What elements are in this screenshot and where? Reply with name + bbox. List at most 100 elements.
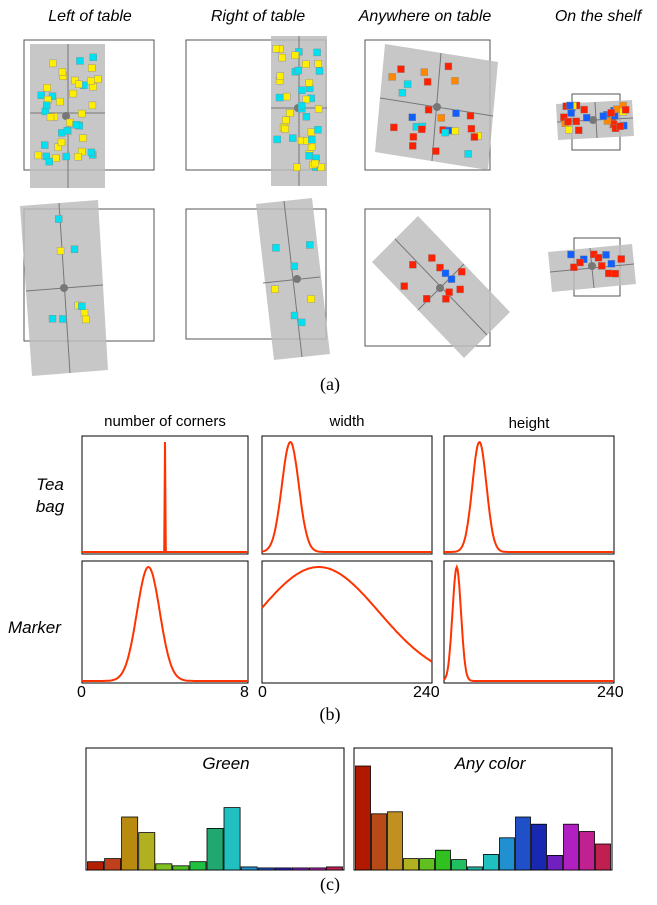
object-marker [432, 147, 440, 155]
object-marker [567, 250, 575, 259]
object-marker [291, 51, 299, 59]
tick-corners-min: 0 [77, 684, 86, 701]
object-marker [617, 255, 625, 263]
object-marker [75, 80, 83, 89]
object-marker [306, 241, 314, 249]
hist-bar-green [325, 866, 343, 871]
object-marker [273, 135, 281, 144]
object-marker [409, 133, 418, 141]
object-marker [57, 138, 66, 147]
object-marker [451, 127, 459, 135]
panel-label-c: (c) [320, 874, 340, 894]
hist-bar-green [308, 867, 326, 871]
tick-width-max: 240 [413, 684, 440, 701]
hist-bar-green [274, 867, 292, 871]
object-marker [317, 163, 325, 172]
tick-height-max: 240 [597, 684, 624, 701]
col-title-anywhere-on-table: Anywhere on table [358, 8, 492, 25]
object-marker [43, 83, 51, 92]
object-marker [428, 254, 436, 262]
object-marker [283, 92, 291, 101]
object-marker [46, 113, 55, 121]
object-marker [41, 141, 49, 149]
object-marker [611, 269, 619, 278]
object-marker [71, 76, 79, 85]
object-marker [58, 68, 67, 76]
object-marker [88, 101, 97, 110]
object-marker [59, 315, 67, 323]
col-title-on-the-shelf: On the shelf [554, 8, 642, 25]
row-label-tea: Tea [36, 475, 64, 494]
object-marker [307, 295, 315, 303]
object-marker [576, 258, 584, 267]
hist-frame-any-color [353, 747, 613, 871]
object-marker [603, 117, 612, 125]
hist-bar-any-color [579, 831, 595, 871]
panel-label-b: (b) [319, 704, 341, 724]
object-marker [441, 269, 450, 277]
object-marker [400, 282, 408, 290]
object-marker [599, 112, 608, 120]
density-curve-tea-bag-width [261, 441, 432, 553]
object-marker [409, 142, 417, 150]
object-marker [305, 79, 313, 87]
object-marker [34, 151, 42, 160]
row-label-bag: bag [35, 497, 65, 516]
object-marker [388, 73, 396, 81]
hist-bar-green [189, 861, 207, 871]
object-marker [55, 215, 63, 223]
object-marker [560, 113, 568, 121]
plot-frame-teabag-width [261, 435, 433, 555]
object-markers [34, 45, 630, 327]
object-marker [442, 295, 450, 303]
object-marker [87, 64, 96, 72]
hist-bar-green [240, 866, 258, 871]
hist-bar-any-color [387, 811, 403, 871]
hist-bar-green [206, 828, 224, 871]
object-marker [76, 57, 84, 65]
object-marker [45, 157, 53, 166]
hist-bar-green [121, 816, 139, 871]
object-marker [290, 262, 298, 270]
hist-bar-any-color [403, 858, 419, 871]
col-title-right-of-table: Right of table [210, 8, 306, 25]
object-marker [315, 67, 324, 75]
row-label-tea-bag: Tea bag [24, 474, 76, 518]
density-curve-tea-bag-number-of-corners [82, 441, 248, 553]
object-marker [470, 133, 479, 141]
object-marker [437, 114, 445, 122]
object-marker [467, 125, 476, 133]
hist-bar-green [138, 832, 156, 871]
hist-bar-any-color [499, 837, 515, 871]
hist-bar-any-color [515, 816, 531, 871]
object-marker [420, 68, 428, 76]
hist-bar-green [155, 863, 173, 871]
object-marker [607, 260, 616, 268]
hist-bar-green [172, 865, 190, 871]
object-marker [398, 88, 407, 97]
scene-right-of-table-2 [185, 198, 330, 360]
object-marker [87, 148, 96, 157]
object-marker [293, 163, 301, 172]
plot-title-height: height [508, 415, 550, 432]
table-layout-diagrams [20, 36, 636, 376]
object-marker [464, 150, 472, 158]
object-marker [302, 112, 311, 121]
hist-bar-any-color [371, 813, 387, 871]
density-curve-marker-width [261, 566, 433, 663]
object-marker [56, 247, 65, 255]
plot-frame-teabag-height [443, 435, 615, 555]
hist-bar-any-color [483, 854, 499, 871]
object-marker [271, 285, 279, 293]
object-marker [290, 311, 299, 320]
object-marker [272, 244, 280, 252]
density-curve-marker-height [443, 564, 614, 682]
hist-bar-green [223, 807, 241, 871]
object-marker [282, 116, 290, 125]
object-marker [78, 147, 86, 156]
object-marker [565, 125, 573, 134]
object-marker [409, 261, 417, 269]
object-marker [89, 53, 98, 61]
object-marker [314, 60, 322, 68]
object-marker [56, 97, 64, 106]
